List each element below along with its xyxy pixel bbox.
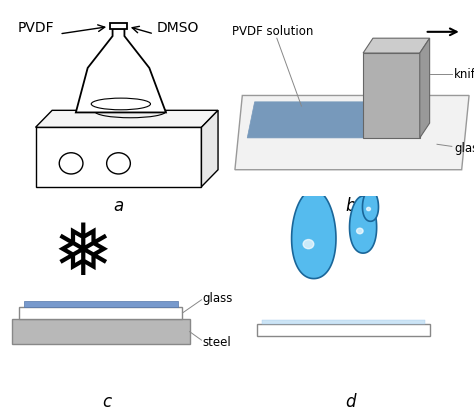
Polygon shape [201,110,218,187]
Text: ❅: ❅ [53,221,113,290]
Circle shape [107,153,130,174]
Text: DMSO: DMSO [156,20,199,35]
Circle shape [366,207,371,211]
Polygon shape [349,196,377,253]
FancyBboxPatch shape [24,301,178,307]
Polygon shape [36,127,201,187]
Polygon shape [363,53,420,138]
Text: knife: knife [454,68,474,81]
Polygon shape [76,29,166,113]
Polygon shape [247,102,371,138]
Text: d: d [346,392,356,408]
Circle shape [356,228,363,234]
Text: steel: steel [203,336,231,349]
Circle shape [303,239,314,249]
Polygon shape [36,110,218,127]
Polygon shape [235,95,469,170]
Polygon shape [420,38,429,138]
FancyBboxPatch shape [262,320,425,324]
Text: b: b [346,197,356,215]
Text: PVDF: PVDF [17,20,54,35]
Circle shape [59,153,83,174]
FancyBboxPatch shape [110,23,127,29]
Ellipse shape [95,105,166,118]
Text: glass: glass [454,142,474,155]
FancyBboxPatch shape [19,307,182,319]
Polygon shape [363,190,378,221]
Polygon shape [363,38,429,53]
FancyBboxPatch shape [257,324,429,336]
FancyBboxPatch shape [12,319,190,344]
Text: c: c [102,392,111,408]
Ellipse shape [91,98,151,110]
Text: glass: glass [203,292,233,305]
Text: a: a [113,197,124,215]
Text: PVDF solution: PVDF solution [232,25,314,38]
Polygon shape [292,190,336,279]
